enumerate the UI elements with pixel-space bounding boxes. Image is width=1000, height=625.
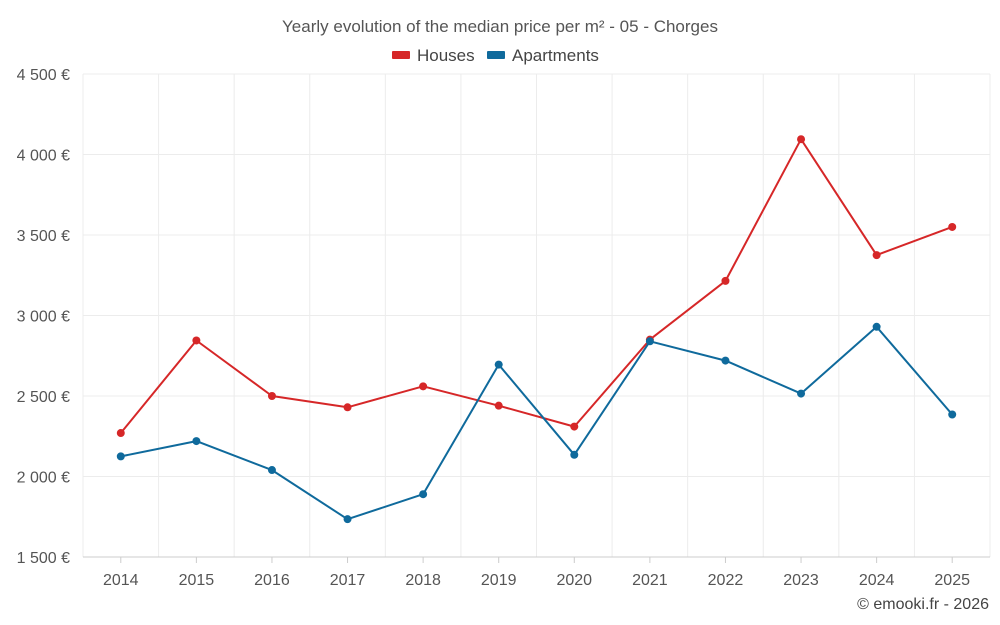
- x-tick-label: 2019: [481, 572, 517, 589]
- data-point-houses[interactable]: [116, 429, 125, 438]
- x-tick-label: 2025: [934, 572, 970, 589]
- data-point-apartments[interactable]: [948, 410, 957, 419]
- data-point-apartments[interactable]: [721, 356, 730, 365]
- legend-swatch-houses: [392, 51, 410, 59]
- data-point-houses[interactable]: [267, 392, 276, 400]
- data-point-apartments[interactable]: [419, 490, 428, 499]
- data-point-apartments[interactable]: [570, 450, 579, 459]
- data-point-apartments[interactable]: [192, 437, 201, 446]
- y-tick-label: 2 500 €: [17, 389, 70, 406]
- x-tick-label: 2021: [632, 572, 668, 589]
- axes: [83, 556, 990, 563]
- x-tick-label: 2017: [330, 572, 366, 589]
- data-point-houses[interactable]: [948, 222, 957, 231]
- y-axis-ticks: 1 500 € 2 000 € 2 500 € 3 000 € 3 500 € 4 000…: [17, 67, 70, 567]
- credit-text: © emooki.fr - 2026: [857, 596, 989, 613]
- data-point-houses[interactable]: [797, 135, 806, 144]
- legend-item-apartments[interactable]: Apartments: [487, 46, 599, 65]
- data-point-houses[interactable]: [721, 276, 730, 285]
- x-tick-label: 2016: [254, 572, 290, 589]
- x-tick-label: 2014: [103, 572, 139, 589]
- series-line-houses: [120, 138, 953, 434]
- x-tick-label: 2023: [783, 572, 819, 589]
- legend-swatch-apartments: [487, 51, 505, 59]
- data-point-apartments[interactable]: [494, 360, 503, 369]
- data-point-apartments[interactable]: [872, 322, 881, 331]
- data-point-houses[interactable]: [872, 251, 881, 260]
- y-tick-label: 3 500 €: [17, 228, 70, 245]
- y-tick-label: 2 000 €: [17, 470, 70, 487]
- y-tick-label: 4 000 €: [17, 148, 70, 165]
- y-tick-label: 4 500 €: [17, 67, 70, 84]
- x-tick-label: 2024: [859, 572, 895, 589]
- legend-item-houses[interactable]: Houses: [392, 46, 475, 65]
- data-point-houses[interactable]: [494, 401, 503, 410]
- series-apartments: [116, 322, 957, 524]
- legend-label-apartments: Apartments: [512, 46, 599, 65]
- data-point-apartments[interactable]: [343, 515, 352, 524]
- x-tick-label: 2018: [405, 572, 441, 589]
- series-line-apartments: [120, 325, 953, 521]
- x-tick-label: 2022: [708, 572, 744, 589]
- grid: [82, 73, 991, 557]
- data-point-houses[interactable]: [343, 403, 352, 412]
- data-point-apartments[interactable]: [267, 466, 276, 475]
- data-point-apartments[interactable]: [645, 337, 654, 346]
- data-point-apartments[interactable]: [797, 389, 806, 398]
- x-axis-ticks: 2014 2015 2016 2017 2018 2019 2020 2021 2022 2023…: [103, 572, 970, 589]
- y-tick-label: 1 500 €: [17, 550, 70, 567]
- data-point-houses[interactable]: [419, 382, 428, 391]
- legend: Houses Apartments: [392, 46, 599, 65]
- legend-label-houses: Houses: [417, 46, 475, 65]
- x-tick-label: 2020: [556, 572, 592, 589]
- y-tick-label: 3 000 €: [17, 309, 70, 326]
- data-point-houses[interactable]: [192, 336, 201, 345]
- data-point-apartments[interactable]: [116, 452, 125, 461]
- data-point-houses[interactable]: [570, 422, 579, 431]
- chart-title: Yearly evolution of the median price per…: [282, 17, 718, 36]
- x-tick-label: 2015: [179, 572, 215, 589]
- series-layer: [116, 135, 957, 524]
